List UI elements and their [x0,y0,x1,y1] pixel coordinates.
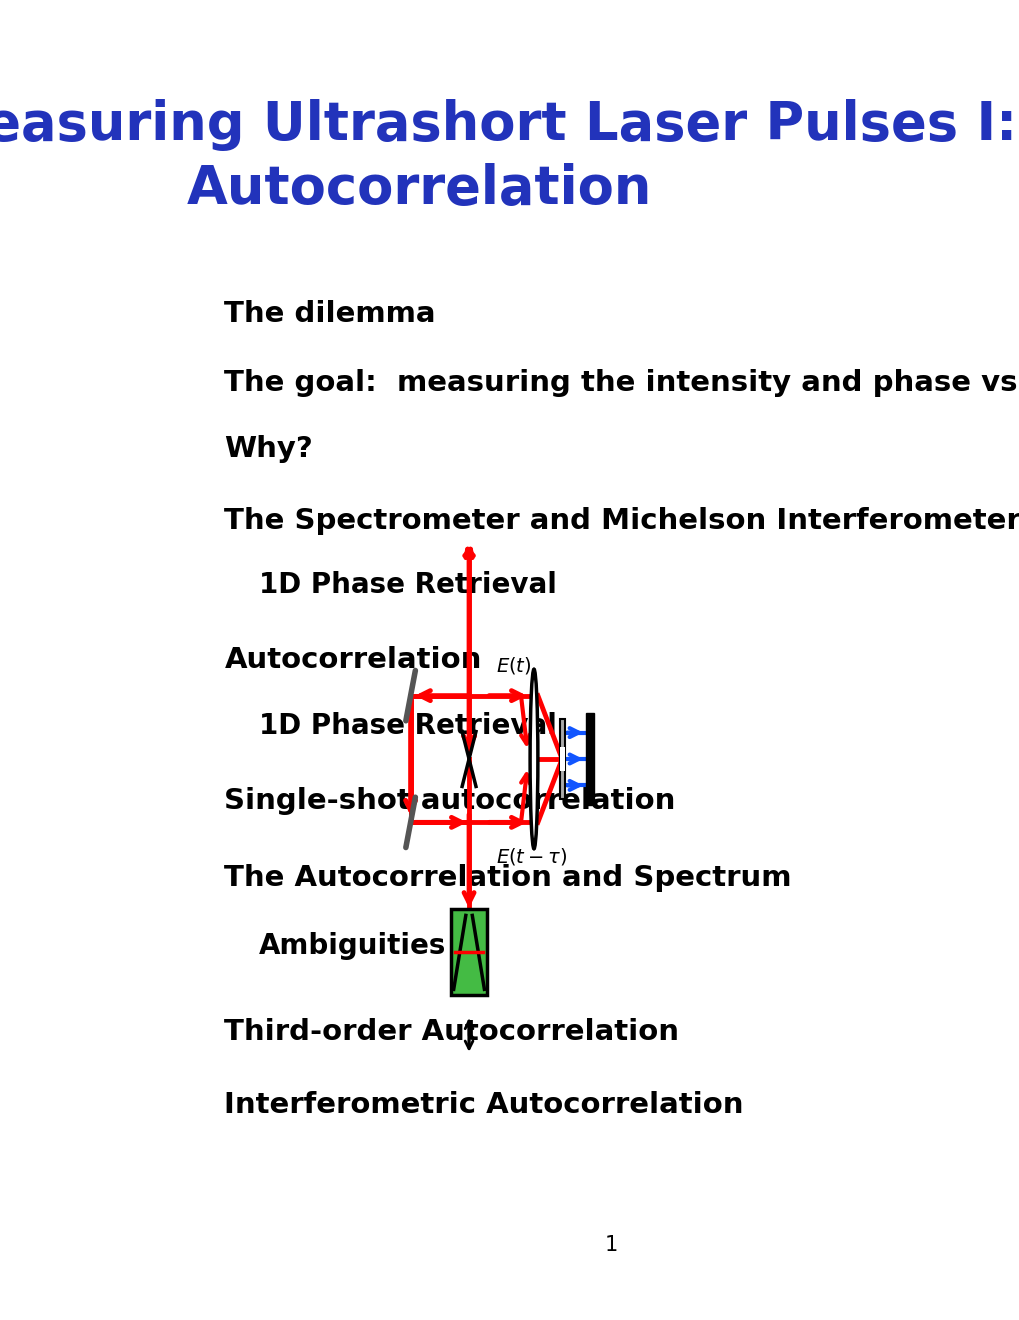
Text: Ambiguities: Ambiguities [259,932,446,961]
Text: Single-shot autocorrelation: Single-shot autocorrelation [224,787,676,816]
Text: 1D Phase Retrieval: 1D Phase Retrieval [259,711,556,741]
Text: Why?: Why? [224,434,313,463]
Ellipse shape [530,669,537,849]
Text: The goal:  measuring the intensity and phase vs. time (or frequency): The goal: measuring the intensity and ph… [224,368,1019,397]
Bar [450,909,487,995]
Bar [559,747,565,771]
Text: 1D Phase Retrieval: 1D Phase Retrieval [259,570,556,599]
Text: Interferometric Autocorrelation: Interferometric Autocorrelation [224,1090,743,1119]
Text: 14. Measuring Ultrashort Laser Pulses I:: 14. Measuring Ultrashort Laser Pulses I: [0,99,1016,152]
Bar [559,719,565,799]
Text: The Spectrometer and Michelson Interferometer: The Spectrometer and Michelson Interfero… [224,507,1019,536]
Text: $E(t-\tau)$: $E(t-\tau)$ [496,846,567,867]
Text: Autocorrelation: Autocorrelation [186,162,651,215]
Text: Autocorrelation: Autocorrelation [224,645,481,675]
Text: The Autocorrelation and Spectrum: The Autocorrelation and Spectrum [224,863,791,892]
Text: 1: 1 [604,1234,618,1255]
Text: Third-order Autocorrelation: Third-order Autocorrelation [224,1018,679,1047]
Bar [586,713,594,805]
Text: The dilemma: The dilemma [224,300,435,329]
Text: $E(t)$: $E(t)$ [496,655,531,676]
